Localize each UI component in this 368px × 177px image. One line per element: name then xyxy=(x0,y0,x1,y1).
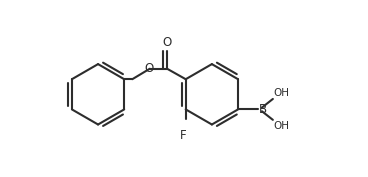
Text: O: O xyxy=(144,62,153,75)
Text: F: F xyxy=(180,129,187,142)
Text: O: O xyxy=(163,36,172,50)
Text: OH: OH xyxy=(274,121,290,131)
Text: B: B xyxy=(259,103,267,116)
Text: OH: OH xyxy=(274,88,290,98)
